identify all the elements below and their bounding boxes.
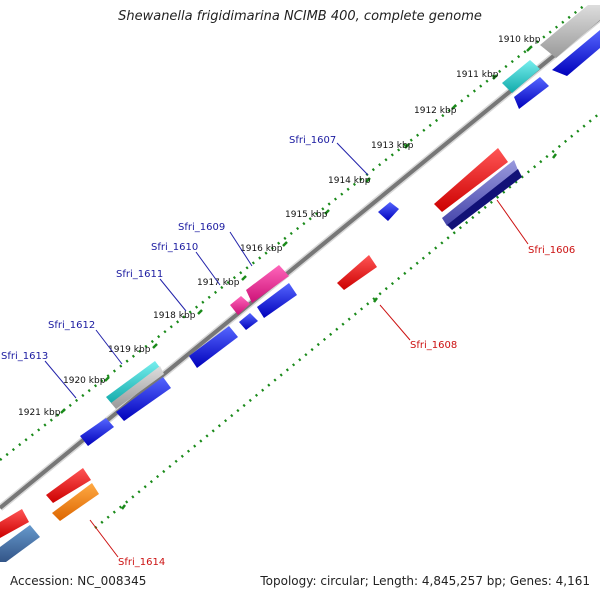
kbp-label: 1920 kbp [63,376,106,386]
gene-block [442,160,518,226]
forward-genes [80,5,600,446]
gene-label-sfri-1611: Sfri_1611 [116,269,163,280]
outer-tick-track [0,4,586,461]
genome-summary-text: Topology: circular; Length: 4,845,257 bp… [260,574,590,588]
gene-block [189,326,238,368]
gene-label-sfri-1610: Sfri_1610 [151,242,198,253]
kbp-label: 1912 kbp [414,106,457,116]
gene-block [230,296,250,315]
gene-block [447,169,522,230]
kbp-label: 1918 kbp [153,311,196,321]
gene-label-sfri-1607: Sfri_1607 [289,135,336,146]
inner-tick-track [94,112,600,529]
outer-major-ticks [60,46,532,414]
gene-label-sfri-1612: Sfri_1612 [48,320,95,331]
inner-major-ticks [121,153,557,510]
gene-block [246,265,289,303]
gene-block [106,361,161,404]
reverse-genes [0,148,522,562]
gene-block [0,509,29,538]
gene-block [46,468,91,503]
gene-label-sfri-1606: Sfri_1606 [528,245,575,256]
gene-block [52,483,99,521]
kbp-label: 1916 kbp [240,244,283,254]
gene-label-sfri-1609: Sfri_1609 [178,222,225,233]
gene-label-sfri-1613: Sfri_1613 [1,351,48,362]
gene-block [552,30,600,76]
gene-label-sfri-1608: Sfri_1608 [410,340,457,351]
gene-block [80,418,114,446]
kbp-label: 1915 kbp [285,210,328,220]
reverse-leaders [89,199,529,558]
gene-block [540,5,600,58]
forward-gene-labels: Sfri_1607 Sfri_1609 Sfri_1610 Sfri_1611 … [1,135,336,362]
gene-block [116,377,171,421]
gene-block [111,366,164,409]
forward-leaders [44,142,369,399]
gene-block [502,60,540,93]
gene-block [337,255,377,290]
gene-block [514,77,549,109]
kbp-label: 1914 kbp [328,176,371,186]
accession-text: Accession: NC_008345 [10,574,147,588]
kbp-scale: 1910 kbp 1911 kbp 1912 kbp 1913 kbp 1914… [18,35,541,418]
map-title: Shewanella frigidimarina NCIMB 400, comp… [118,9,482,24]
gene-block [0,525,40,562]
gene-block [239,313,258,330]
kbp-label: 1911 kbp [456,70,499,80]
gene-block [378,202,399,221]
gene-block [257,283,297,318]
reverse-gene-labels: Sfri_1606 Sfri_1608 Sfri_1614 [118,245,575,568]
gene-block [434,148,508,212]
kbp-label: 1921 kbp [18,408,61,418]
kbp-label: 1913 kbp [371,141,414,151]
gene-label-sfri-1614: Sfri_1614 [118,557,165,568]
kbp-label: 1919 kbp [108,345,151,355]
kbp-label: 1910 kbp [498,35,541,45]
